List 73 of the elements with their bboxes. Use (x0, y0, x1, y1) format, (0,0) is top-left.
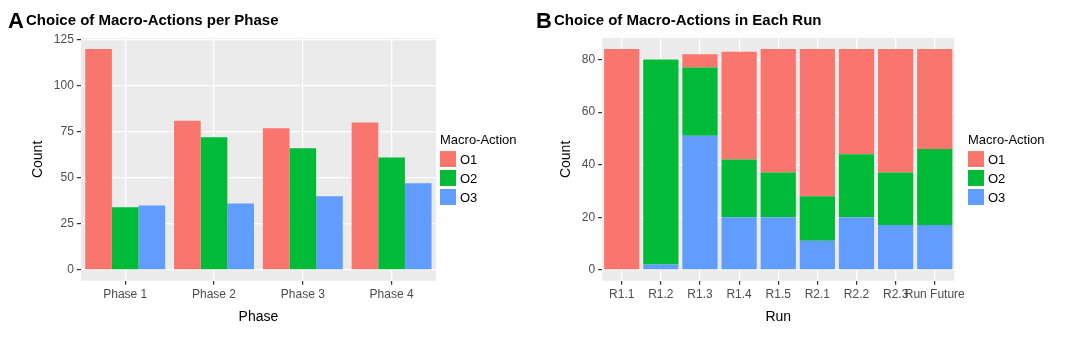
x-tick-label: R1.4 (726, 287, 753, 302)
bar (289, 148, 317, 270)
x-tick-label: R1.2 (648, 287, 674, 302)
bar (682, 67, 718, 136)
bar (721, 217, 757, 270)
bar (878, 172, 914, 226)
bar (138, 205, 166, 270)
y-tick-label: 25 (60, 216, 75, 231)
text: A (8, 8, 24, 34)
y-tick-label: 0 (67, 262, 75, 277)
bar (721, 51, 757, 160)
y-tick-label: 60 (581, 104, 596, 119)
bar (878, 49, 914, 173)
x-axis-title: Run (765, 308, 792, 325)
legend-label: O1 (988, 151, 1006, 167)
bar (917, 148, 953, 226)
x-tick-label: Phase 1 (103, 287, 148, 302)
x-tick-label: R1.5 (765, 287, 792, 302)
x-tick-label: R1.1 (609, 287, 635, 302)
bar (799, 240, 835, 270)
bar (682, 54, 718, 68)
bar (838, 217, 875, 270)
y-tick-label: 40 (581, 156, 596, 171)
x-axis-title: Phase (238, 308, 279, 325)
bar (378, 157, 405, 270)
y-tick-label: 50 (60, 170, 75, 185)
legend-label: O1 (460, 151, 478, 167)
bar (721, 159, 757, 218)
y-tick-label: 100 (53, 78, 75, 93)
bar (878, 225, 914, 270)
x-tick-label: R1.3 (687, 287, 713, 302)
bar (111, 207, 139, 270)
bar (760, 172, 796, 218)
legend-title: Macro-Action (968, 131, 1046, 147)
y-axis-title: Count (29, 140, 46, 179)
bar (174, 120, 201, 270)
x-tick-label: Phase 2 (191, 287, 237, 302)
y-tick-label: 80 (581, 51, 596, 66)
bar (682, 135, 718, 270)
bar (838, 49, 875, 155)
y-tick-label: 125 (53, 32, 75, 47)
bar (200, 137, 228, 270)
x-tick-label: Phase 4 (369, 287, 414, 302)
bar (760, 49, 796, 173)
y-axis-title: Count (557, 140, 574, 179)
bar (799, 196, 835, 241)
legend-label: O2 (988, 170, 1006, 186)
x-tick-label: R2.1 (804, 287, 831, 302)
y-tick-label: 20 (581, 209, 596, 224)
y-tick-label: 75 (60, 124, 75, 139)
legend-label: O3 (460, 189, 478, 205)
legend-title: Macro-Action (440, 131, 518, 147)
chart-title: Choice of Macro-Actions in Each Run (554, 11, 822, 29)
bar (760, 217, 796, 270)
bar (316, 196, 343, 270)
bar (85, 49, 112, 270)
y-tick-label: 0 (588, 262, 596, 277)
chart-title: Choice of Macro-Actions per Phase (26, 11, 279, 29)
legend-label: O3 (988, 189, 1006, 205)
bar (404, 183, 432, 270)
bar (799, 49, 835, 197)
x-tick-label: Phase 3 (280, 287, 326, 302)
text: B (536, 8, 552, 34)
bar (604, 49, 640, 270)
x-tick-label: R2.2 (843, 287, 870, 302)
bar (351, 122, 379, 270)
bar (917, 225, 953, 270)
bar (227, 203, 254, 270)
legend-label: O2 (460, 170, 478, 186)
bar (838, 154, 875, 218)
bar (262, 128, 290, 270)
bar (643, 59, 679, 265)
bar (917, 49, 953, 149)
